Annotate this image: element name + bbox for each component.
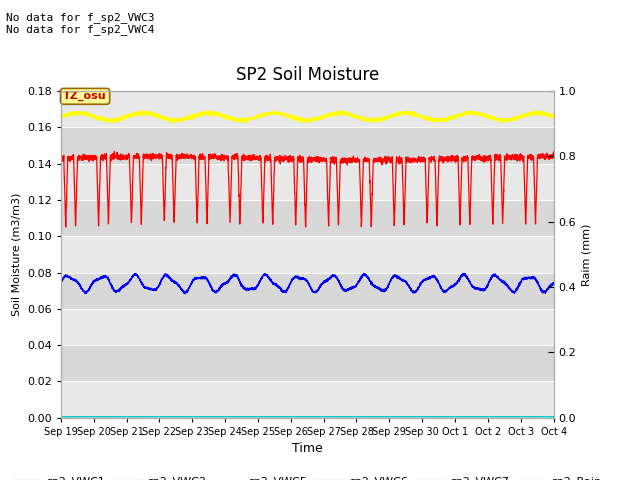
Text: TZ_osu: TZ_osu — [63, 91, 107, 101]
Bar — [61, 381, 554, 418]
Y-axis label: Raim (mm): Raim (mm) — [582, 223, 592, 286]
Bar — [61, 273, 554, 309]
Legend: sp2_VWC1, sp2_VWC2, sp2_VWC5, sp2_VWC6, sp2_VWC7, sp2_Rain: sp2_VWC1, sp2_VWC2, sp2_VWC5, sp2_VWC6, … — [8, 472, 606, 480]
Bar — [61, 345, 554, 381]
Bar — [61, 236, 554, 273]
Bar — [61, 128, 554, 164]
Text: No data for f_sp2_VWC3: No data for f_sp2_VWC3 — [6, 12, 155, 23]
X-axis label: Time: Time — [292, 442, 323, 455]
Bar — [61, 309, 554, 345]
Bar — [61, 200, 554, 236]
Bar — [61, 91, 554, 128]
Y-axis label: Soil Moisture (m3/m3): Soil Moisture (m3/m3) — [12, 192, 22, 316]
Title: SP2 Soil Moisture: SP2 Soil Moisture — [236, 66, 379, 84]
Bar — [61, 164, 554, 200]
Text: No data for f_sp2_VWC4: No data for f_sp2_VWC4 — [6, 24, 155, 35]
